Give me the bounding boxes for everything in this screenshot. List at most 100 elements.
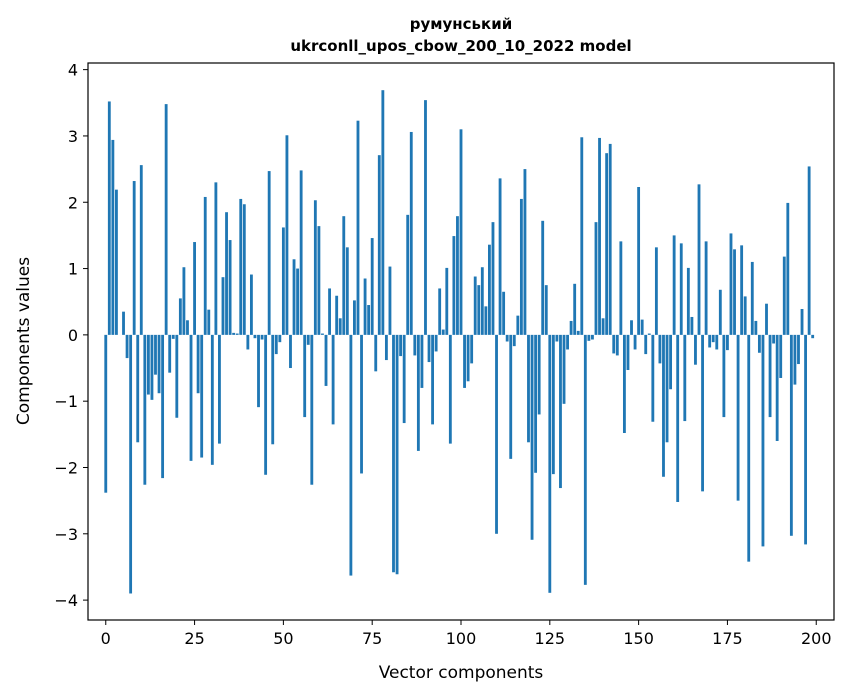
bar-48 <box>274 334 278 355</box>
bar-86 <box>409 131 413 335</box>
bar-187 <box>768 334 772 418</box>
bar-172 <box>715 334 719 350</box>
bar-22 <box>182 267 186 335</box>
bar-58 <box>310 334 314 485</box>
bar-85 <box>406 214 410 335</box>
y-tick-label: 3 <box>68 127 78 146</box>
bar-106 <box>480 267 484 335</box>
bar-75 <box>370 238 374 335</box>
bar-192 <box>786 202 790 335</box>
bar-120 <box>530 334 534 540</box>
bar-197 <box>804 334 807 545</box>
bar-38 <box>239 198 243 335</box>
bar-1 <box>107 101 111 335</box>
bar-168 <box>701 334 704 492</box>
bar-44 <box>260 334 264 340</box>
bar-31 <box>214 182 218 335</box>
bar-19 <box>171 334 175 339</box>
bar-23 <box>186 320 189 335</box>
bar-67 <box>342 216 346 335</box>
y-tick-label: 1 <box>68 260 78 279</box>
bar-66 <box>338 318 342 335</box>
bar-146 <box>622 334 626 434</box>
bar-153 <box>647 333 651 335</box>
bar-79 <box>384 334 388 361</box>
bar-179 <box>740 245 744 335</box>
bar-158 <box>665 334 669 443</box>
bar-122 <box>537 334 541 415</box>
bar-63 <box>328 288 331 335</box>
bar-177 <box>733 249 736 335</box>
bar-171 <box>711 334 715 343</box>
bar-55 <box>299 170 303 335</box>
bar-54 <box>296 268 300 335</box>
bar-78 <box>381 90 385 335</box>
bar-100 <box>459 129 463 335</box>
bar-125 <box>548 334 552 593</box>
bar-39 <box>242 204 246 335</box>
bar-90 <box>424 100 427 335</box>
bar-3 <box>115 189 118 335</box>
bar-80 <box>388 266 392 335</box>
bar-41 <box>249 274 253 335</box>
bar-108 <box>488 244 491 335</box>
bar-49 <box>278 334 282 343</box>
bar-113 <box>505 334 509 342</box>
bar-91 <box>427 334 431 363</box>
bar-30 <box>210 334 214 465</box>
bar-70 <box>353 300 356 335</box>
bar-181 <box>747 334 751 562</box>
bar-185 <box>761 334 765 547</box>
bar-166 <box>694 334 697 365</box>
bar-97 <box>448 334 452 444</box>
bar-17 <box>164 104 168 335</box>
y-tick-label: 4 <box>68 61 78 80</box>
bar-129 <box>562 334 566 404</box>
bar-135 <box>583 334 587 585</box>
bar-169 <box>704 241 708 335</box>
bar-53 <box>292 259 296 335</box>
bar-112 <box>502 291 506 335</box>
bar-24 <box>189 334 193 461</box>
chart-title: румунський <box>410 15 513 33</box>
bar-118 <box>523 169 527 335</box>
x-tick-label: 25 <box>184 629 204 648</box>
bar-186 <box>765 303 768 335</box>
bar-199 <box>811 334 815 339</box>
bar-178 <box>736 334 740 501</box>
bar-144 <box>615 334 619 356</box>
bar-42 <box>253 334 257 339</box>
bar-149 <box>633 334 637 350</box>
bar-11 <box>143 334 147 485</box>
bar-77 <box>377 155 381 335</box>
bar-102 <box>466 334 470 382</box>
bar-117 <box>519 198 523 335</box>
bar-184 <box>757 334 761 353</box>
bar-111 <box>498 178 502 335</box>
bar-145 <box>619 241 623 335</box>
bar-193 <box>789 334 793 536</box>
bar-183 <box>754 320 758 335</box>
bar-156 <box>658 334 662 364</box>
bar-93 <box>434 334 438 352</box>
bar-173 <box>718 289 722 335</box>
bar-74 <box>367 305 371 335</box>
bar-103 <box>470 334 474 364</box>
bar-6 <box>125 334 129 359</box>
y-tick-label: 0 <box>68 326 78 345</box>
bar-194 <box>793 334 797 385</box>
bar-104 <box>473 276 477 335</box>
bar-189 <box>775 334 779 441</box>
y-tick-label: −4 <box>54 591 78 610</box>
bar-131 <box>569 320 573 335</box>
bar-59 <box>313 200 317 335</box>
bar-73 <box>363 278 367 335</box>
x-tick-label: 100 <box>446 629 477 648</box>
bar-180 <box>743 296 747 335</box>
bar-76 <box>374 334 378 372</box>
bar-94 <box>438 288 442 335</box>
bar-110 <box>495 334 498 534</box>
bar-27 <box>200 334 204 458</box>
bar-101 <box>463 334 466 388</box>
